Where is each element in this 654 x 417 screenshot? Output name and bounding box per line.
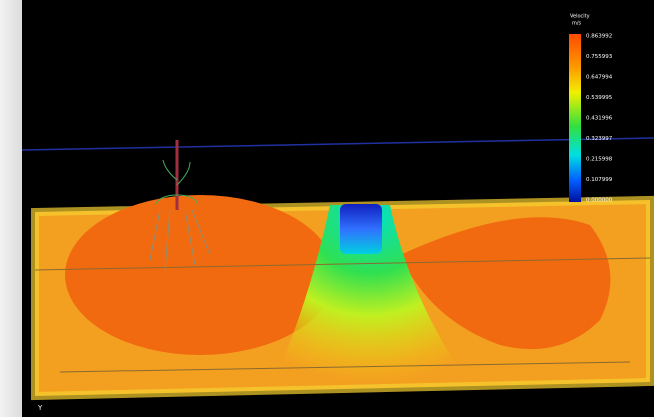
- legend-label: 0.323997: [586, 136, 613, 142]
- inlet-core: [340, 204, 382, 254]
- side-strip: [0, 0, 22, 417]
- legend-title: Velocity: [570, 14, 590, 20]
- screenshot: 0.863992 0.755993 0.647994 0.539995 0.431996…: [0, 0, 654, 417]
- legend-label: 0.107999: [586, 177, 613, 183]
- colorbar: [569, 34, 581, 202]
- legend-label: 0.000000: [586, 198, 613, 204]
- axis-label: Y: [37, 404, 43, 412]
- legend-label: 0.431996: [586, 116, 613, 122]
- legend-label: 0.215998: [586, 157, 613, 163]
- legend-unit: m/s: [572, 21, 582, 27]
- legend-label: 0.539995: [586, 95, 613, 101]
- legend-label: 0.647994: [586, 75, 613, 81]
- legend-label: 0.863992: [586, 34, 612, 40]
- legend-label: 0.755993: [586, 54, 613, 60]
